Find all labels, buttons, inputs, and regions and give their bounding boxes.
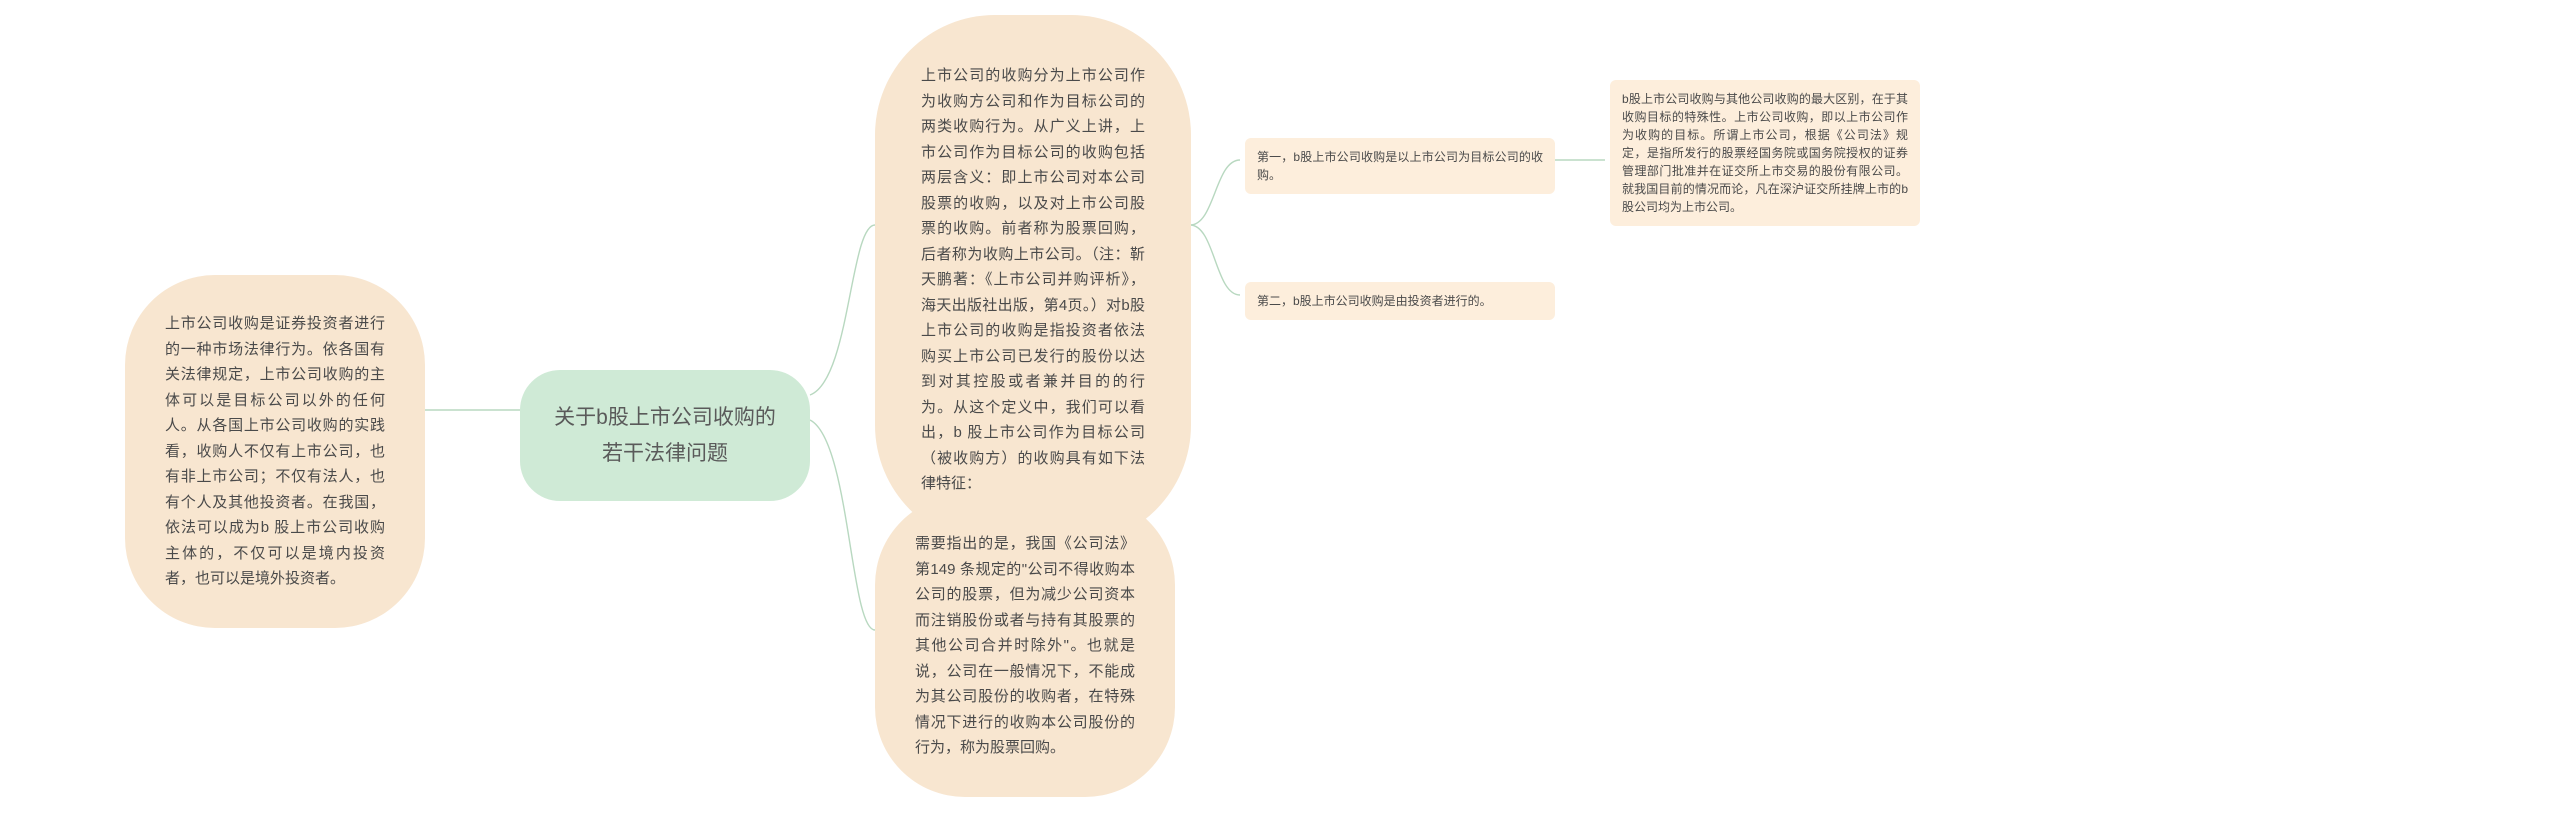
right-n1-child-2[interactable]: 第二，b股上市公司收购是由投资者进行的。 (1245, 282, 1555, 320)
right-node-1[interactable]: 上市公司的收购分为上市公司作为收购方公司和作为目标公司的两类收购行为。从广义上讲… (875, 15, 1191, 545)
right-n1-child-1[interactable]: 第一，b股上市公司收购是以上市公司为目标公司的收购。 (1245, 138, 1555, 194)
left-node-1[interactable]: 上市公司收购是证券投资者进行的一种市场法律行为。依各国有关法律规定，上市公司收购… (125, 275, 425, 628)
right-node-2[interactable]: 需要指出的是，我国《公司法》第149 条规定的"公司不得收购本公司的股票，但为减… (875, 495, 1175, 797)
right-n1-child-1-child[interactable]: b股上市公司收购与其他公司收购的最大区别，在于其收购目标的特殊性。上市公司收购，… (1610, 80, 1920, 226)
mindmap-canvas: 关于b股上市公司收购的若干法律问题 上市公司收购是证券投资者进行的一种市场法律行… (0, 0, 2560, 839)
root-node[interactable]: 关于b股上市公司收购的若干法律问题 (520, 370, 810, 501)
